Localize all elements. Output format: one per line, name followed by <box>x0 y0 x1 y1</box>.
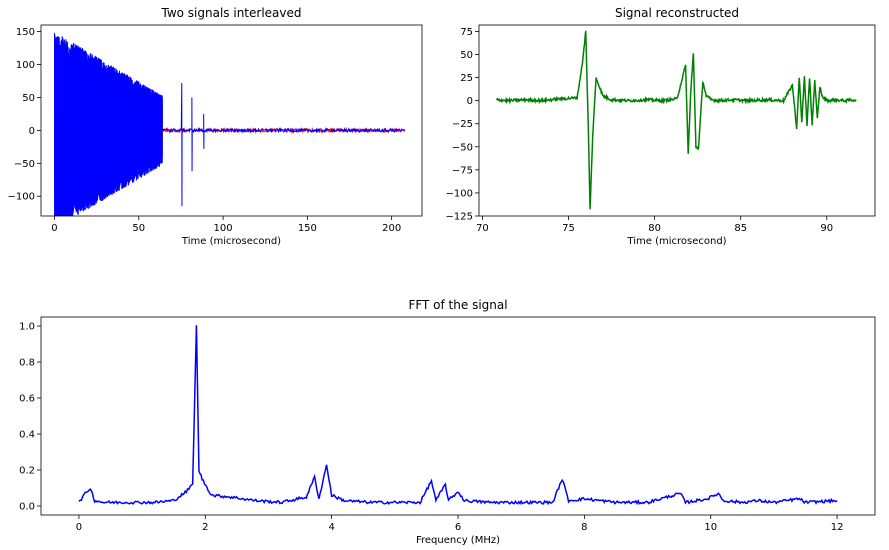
series-line <box>495 30 857 210</box>
chart-title: Two signals interleaved <box>160 6 301 20</box>
x-tick-label: 2 <box>202 522 208 533</box>
y-tick-label: 150 <box>16 27 35 38</box>
x-tick-label: 70 <box>476 223 489 234</box>
x-tick-label: 80 <box>648 223 661 234</box>
y-tick-label: 0.6 <box>19 394 35 405</box>
x-tick-label: 200 <box>382 223 401 234</box>
x-tick-label: 6 <box>455 522 461 533</box>
x-tick-label: 150 <box>298 223 317 234</box>
y-tick-label: −125 <box>446 212 473 223</box>
x-tick-label: 100 <box>214 223 233 234</box>
x-tick-label: 0 <box>76 522 82 533</box>
y-tick-label: 0.2 <box>19 466 35 477</box>
y-tick-label: 1.0 <box>19 322 35 333</box>
y-tick-label: 100 <box>16 60 35 71</box>
x-tick-label: 0 <box>51 223 57 234</box>
y-tick-label: −100 <box>8 192 35 203</box>
chart-title: Signal reconstructed <box>615 6 739 20</box>
chart-signal-reconstructed: Signal reconstructed Time (microsecond) … <box>446 6 876 247</box>
y-tick-label: 25 <box>460 73 473 84</box>
plot-area <box>495 30 857 210</box>
x-axis-label: Time (microsecond) <box>181 236 281 247</box>
axes-frame <box>40 316 876 516</box>
y-tick-label: 0.4 <box>19 430 35 441</box>
chart-title: FFT of the signal <box>408 298 507 312</box>
y-tick-label: 0 <box>467 96 473 107</box>
x-tick-label: 4 <box>328 522 334 533</box>
y-tick-label: −50 <box>14 159 35 170</box>
y-tick-label: 0 <box>29 126 35 137</box>
y-tick-label: −50 <box>452 142 473 153</box>
y-tick-label: −25 <box>452 119 473 130</box>
y-tick-label: 0.0 <box>19 502 35 513</box>
chart-fft: FFT of the signal Frequency (MHz) 0 2 4 6 8 1… <box>19 298 876 546</box>
series-line <box>78 325 838 506</box>
x-tick-label: 85 <box>734 223 747 234</box>
y-tick-label: −100 <box>446 188 473 199</box>
x-axis-label: Time (microsecond) <box>626 236 726 247</box>
x-tick-label: 75 <box>562 223 575 234</box>
y-tick-label: 50 <box>460 50 473 61</box>
y-tick-label: 50 <box>22 93 35 104</box>
x-tick-label: 8 <box>581 522 587 533</box>
series-line <box>53 32 406 216</box>
x-tick-label: 12 <box>831 522 844 533</box>
x-tick-label: 90 <box>820 223 833 234</box>
y-tick-label: 0.8 <box>19 358 35 369</box>
chart-two-signals: Two signals interleaved Time (microsecon… <box>8 6 423 247</box>
axes-frame <box>40 24 423 217</box>
plot-area <box>53 32 406 216</box>
plot-area <box>78 325 838 506</box>
x-tick-label: 50 <box>132 223 145 234</box>
axes-frame <box>478 24 876 217</box>
y-tick-label: −75 <box>452 165 473 176</box>
x-axis-label: Frequency (MHz) <box>416 535 500 546</box>
y-tick-label: 75 <box>460 27 473 38</box>
x-tick-label: 10 <box>704 522 717 533</box>
